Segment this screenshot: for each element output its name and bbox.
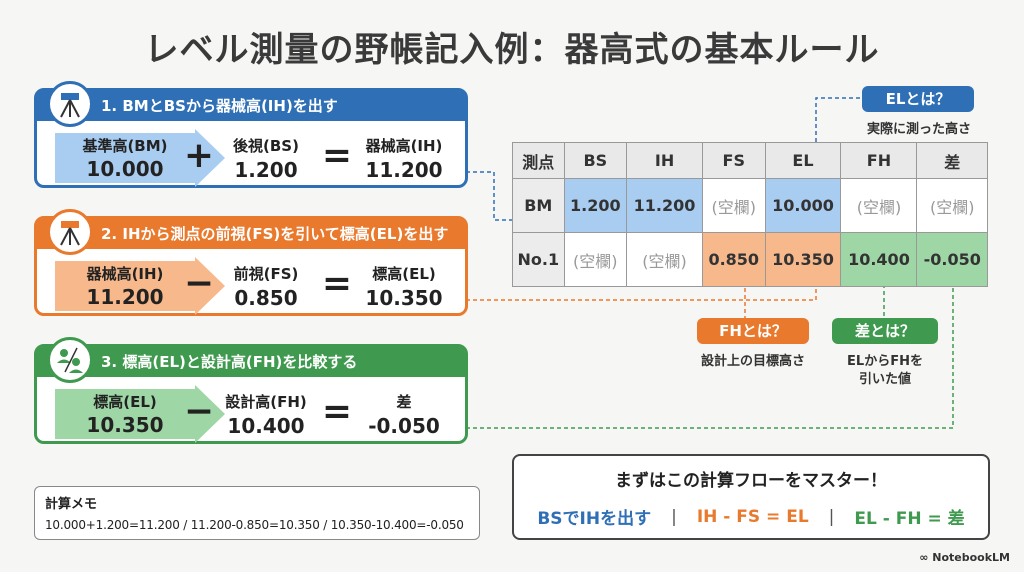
table-cell: 10.000 — [764, 178, 842, 233]
term-fh: 設計高(FH) 10.400 — [211, 391, 321, 438]
term-label: 前視(FS) — [233, 265, 299, 283]
equals-operator: = — [321, 263, 353, 304]
table-cell: (空欄) — [702, 178, 766, 233]
step-card-3: 3. 標高(EL)と設計高(FH)を比較する 標高(EL) 10.350 − 設… — [34, 337, 468, 444]
page-title: レベル測量の野帳記入例：器高式の基本ルール — [144, 30, 880, 70]
input-arrow: 標高(EL) 10.350 — [55, 385, 225, 443]
table-cell: No.1 — [512, 232, 565, 287]
term-label: 設計高(FH) — [225, 393, 307, 411]
header-cell: FH — [840, 142, 918, 179]
table-cell: 10.400 — [840, 232, 918, 287]
minus-operator: − — [183, 391, 215, 432]
term-diff: 差 -0.050 — [349, 391, 459, 438]
brand-name: NotebookLM — [932, 551, 1010, 564]
term-label: 標高(EL) — [372, 265, 436, 283]
separator: | — [671, 506, 677, 527]
fh-note: 設計上の目標高さ — [700, 354, 805, 369]
term-value: 11.200 — [365, 158, 443, 182]
minus-operator: − — [183, 263, 215, 304]
separator: | — [828, 506, 835, 527]
term-bs: 後視(BS) 1.200 — [211, 135, 321, 182]
term-label: 標高(EL) — [93, 393, 157, 411]
step-card-2: 2. IHから測点の前視(FS)を引いて標高(EL)を出す 器械高(IH) 11… — [34, 209, 468, 316]
term-label: 差 — [396, 393, 412, 411]
step-heading: 3. 標高(EL)と設計高(FH)を比較する — [37, 347, 465, 377]
step-heading: 2. IHから測点の前視(FS)を引いて標高(EL)を出す — [37, 219, 465, 249]
fh-badge: FHとは？ — [697, 318, 809, 344]
compare-people-icon — [47, 337, 93, 383]
term-value: 10.400 — [227, 414, 305, 438]
equals-operator: = — [321, 135, 353, 176]
term-value: 1.200 — [234, 158, 298, 182]
field-book-table: 測点 BS IH FS EL FH 差 BM 1.200 11.200 (空欄)… — [512, 142, 988, 287]
term-fs: 前視(FS) 0.850 — [211, 263, 321, 310]
header-cell: EL — [764, 142, 842, 179]
term-value: 10.000 — [86, 157, 164, 181]
formula-bs-ih: BSでIHを出す — [537, 509, 652, 529]
header-cell: 測点 — [512, 142, 565, 179]
table-cell: BM — [512, 178, 565, 233]
summary-title: まずはこの計算フローをマスター！ — [615, 471, 887, 491]
memo-body: 10.000+1.200=11.200 / 11.200-0.850=10.35… — [45, 518, 464, 532]
table-cell: 0.850 — [702, 232, 766, 287]
table-row: No.1 (空欄) (空欄) 0.850 10.350 10.400 -0.05… — [512, 232, 988, 287]
summary-box: まずはこの計算フローをマスター！ BSでIHを出す | IH - FS = EL… — [512, 454, 990, 540]
brand-logo: ∞ NotebookLM — [919, 551, 1010, 564]
table-cell: 1.200 — [563, 178, 628, 233]
term-value: -0.050 — [368, 414, 440, 438]
table-cell: -0.050 — [916, 232, 988, 287]
memo-title: 計算メモ — [45, 497, 98, 512]
calculation-memo: 計算メモ 10.000+1.200=11.200 / 11.200-0.850=… — [34, 486, 480, 540]
term-value: 10.350 — [365, 286, 443, 310]
table-cell: (空欄) — [563, 232, 628, 287]
term-label: 器械高(IH) — [86, 265, 164, 283]
term-label: 基準高(BM) — [82, 137, 168, 155]
diff-note-2: 引いた値 — [858, 372, 911, 387]
formula-diff: EL - FH = 差 — [854, 509, 965, 529]
formula-el: IH - FS = EL — [696, 506, 809, 527]
table-cell: (空欄) — [916, 178, 988, 233]
table-cell: (空欄) — [840, 178, 918, 233]
step-card-1: 1. BMとBSから器械高(IH)を出す 基準高(BM) 10.000 + 後視… — [34, 81, 468, 188]
el-badge: ELとは？ — [862, 86, 974, 112]
summary-formulas: BSでIHを出す | IH - FS = EL | EL - FH = 差 — [514, 504, 988, 530]
table-cell: 11.200 — [626, 178, 704, 233]
term-label: 器械高(IH) — [365, 137, 443, 155]
table-cell: (空欄) — [626, 232, 704, 287]
term-value: 11.200 — [86, 285, 164, 309]
term-ih: 器械高(IH) 11.200 — [349, 135, 459, 182]
term-label: 後視(BS) — [233, 137, 299, 155]
input-arrow: 基準高(BM) 10.000 — [55, 129, 225, 187]
step-heading: 1. BMとBSから器械高(IH)を出す — [37, 91, 465, 121]
brand-icon: ∞ — [919, 551, 933, 564]
term-value: 10.350 — [86, 413, 164, 437]
equals-operator: = — [321, 391, 353, 432]
header-cell: IH — [626, 142, 704, 179]
header-cell: 差 — [916, 142, 988, 179]
diff-badge: 差とは？ — [832, 318, 938, 344]
term-el: 標高(EL) 10.350 — [349, 263, 459, 310]
input-arrow: 器械高(IH) 11.200 — [55, 257, 225, 315]
header-cell: FS — [702, 142, 766, 179]
diff-note-1: ELからFHを — [847, 354, 923, 369]
table-row: BM 1.200 11.200 (空欄) 10.000 (空欄) (空欄) — [512, 178, 988, 233]
term-value: 0.850 — [234, 286, 298, 310]
level-instrument-icon — [47, 81, 93, 127]
level-instrument-icon — [47, 209, 93, 255]
el-note: 実際に測った高さ — [866, 122, 971, 137]
plus-operator: + — [183, 135, 215, 176]
table-header-row: 測点 BS IH FS EL FH 差 — [512, 142, 988, 179]
table-cell: 10.350 — [764, 232, 842, 287]
header-cell: BS — [563, 142, 628, 179]
